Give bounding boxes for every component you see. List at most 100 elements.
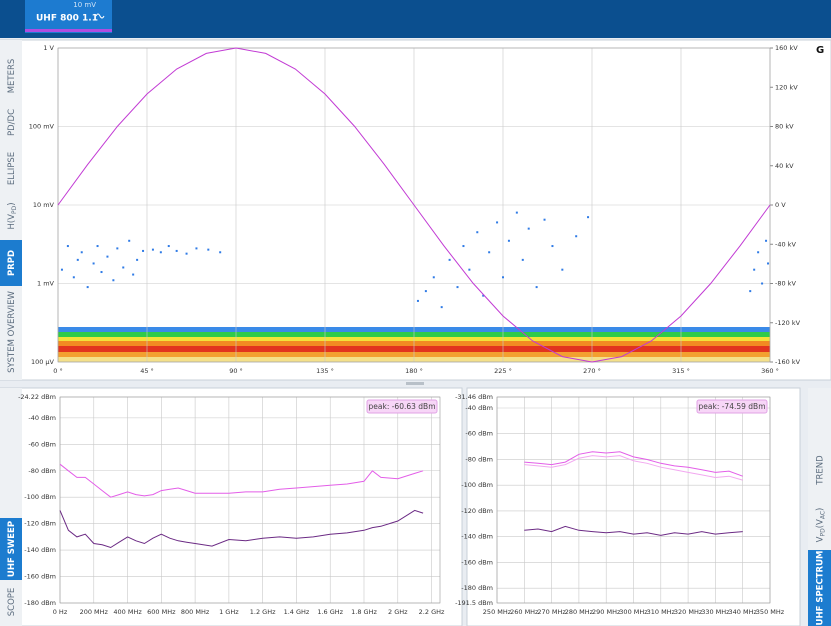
y2-tick-label: 0 V (775, 201, 786, 209)
x-tick-label: 315 ° (672, 367, 690, 375)
pd-point (116, 247, 119, 250)
pd-point (561, 268, 564, 271)
side-tab[interactable]: PD/DC (7, 109, 17, 136)
pd-point (468, 268, 471, 271)
side-tab[interactable]: SYSTEM OVERVIEW (7, 290, 17, 372)
x-tick-label: 360 ° (761, 367, 779, 375)
x-tick-label: 270 ° (583, 367, 601, 375)
pd-point (416, 299, 419, 302)
side-tab[interactable]: PRPD (7, 250, 17, 276)
y-tick-label: 1 mV (37, 280, 55, 288)
pd-point (515, 211, 518, 214)
x-tick-label: 0 ° (53, 367, 62, 375)
x-tick-label: 320 MHz (674, 608, 703, 616)
pd-point (587, 216, 590, 219)
x-tick-label: 45 ° (140, 367, 154, 375)
series-line (59, 509, 424, 549)
pd-point (96, 245, 99, 248)
tab-text: PRPD (7, 250, 17, 276)
tab-text: UHF SWEEP (7, 521, 17, 577)
plot-frame (59, 396, 441, 604)
y-tick-label: -140 dBm (461, 533, 493, 541)
pd-point (462, 245, 465, 248)
y-tick-label: -80 dBm (465, 455, 493, 463)
y-tick-label: -24.22 dBm (18, 393, 56, 401)
x-tick-label: 225 ° (494, 367, 512, 375)
y-tick-label: -180 dBm (461, 584, 493, 592)
x-tick-label: 1 GHz (219, 608, 239, 616)
y-tick-label: -80 dBm (28, 467, 56, 475)
series-line (524, 451, 743, 477)
tab-text: ) (815, 508, 825, 511)
lower-left-panel (0, 387, 463, 626)
y2-tick-label: 120 kV (775, 83, 798, 91)
tab-active-bg[interactable] (808, 550, 831, 626)
side-tab[interactable]: H(VPD) (7, 202, 19, 229)
pd-point (527, 227, 530, 230)
x-tick-label: 1.6 GHz (317, 608, 343, 616)
x-tick-label: 300 MHz (619, 608, 648, 616)
pd-point (488, 251, 491, 254)
pd-point (80, 251, 83, 254)
splitter-handle[interactable] (406, 382, 424, 385)
side-tab[interactable]: UHF SPECTRUM (815, 551, 825, 626)
top-bar (0, 0, 831, 38)
pd-point (142, 249, 145, 252)
pd-point (507, 239, 510, 242)
y-tick-label: -100 dBm (24, 493, 56, 501)
pd-point (551, 245, 554, 248)
tab-text: (V (815, 519, 825, 528)
side-tab[interactable]: VPD(VAC) (815, 508, 827, 543)
y-tick-label: -100 dBm (461, 481, 493, 489)
y2-tick-label: -80 kV (775, 280, 796, 288)
x-tick-label: 280 MHz (565, 608, 594, 616)
pd-point (195, 247, 198, 250)
pd-point (136, 258, 139, 261)
x-tick-label: 1.2 GHz (250, 608, 276, 616)
plot-frame (496, 396, 771, 604)
side-tab[interactable]: UHF SWEEP (7, 521, 17, 577)
pd-point (76, 258, 79, 261)
pd-point (543, 218, 546, 221)
side-tab[interactable]: METERS (7, 59, 17, 94)
x-tick-label: 2 GHz (388, 608, 408, 616)
y2-tick-label: -160 kV (775, 358, 801, 366)
pd-point (767, 262, 770, 265)
x-tick-label: 800 MHz (181, 608, 210, 616)
pd-point (106, 255, 109, 258)
x-tick-label: 600 MHz (147, 608, 176, 616)
tab-active-bg[interactable] (0, 518, 22, 580)
x-tick-label: 180 ° (405, 367, 423, 375)
peak-badge (696, 399, 768, 414)
x-tick-label: 310 MHz (647, 608, 676, 616)
pd-point (151, 248, 154, 251)
x-tick-label: 270 MHz (537, 608, 566, 616)
side-tab[interactable]: ELLIPSE (7, 152, 17, 185)
upper-tab-column (0, 40, 22, 380)
series-line (524, 455, 743, 481)
pd-point (219, 251, 222, 254)
pd-point (761, 282, 764, 285)
tab-text: ) (7, 202, 17, 205)
channel-tab[interactable] (25, 0, 112, 33)
side-tab[interactable]: TREND (815, 455, 825, 486)
y-tick-label: -140 dBm (24, 546, 56, 554)
tab-active-bg[interactable] (0, 240, 22, 286)
x-tick-label: 1.4 GHz (284, 608, 310, 616)
tab-text: SYSTEM OVERVIEW (7, 290, 17, 372)
x-tick-label: 1.8 GHz (351, 608, 377, 616)
side-tab[interactable]: SCOPE (7, 588, 17, 617)
pd-point (496, 221, 499, 224)
pd-point (175, 249, 178, 252)
y-tick-label: -31.46 dBm (455, 393, 493, 401)
y2-tick-label: 160 kV (775, 44, 798, 52)
pd-point (92, 262, 95, 265)
y-tick-label: 1 V (43, 44, 54, 52)
y2-tick-label: -40 kV (775, 240, 796, 248)
pd-point (476, 231, 479, 234)
pd-point (432, 276, 435, 279)
tab-text: TREND (815, 455, 825, 486)
tab-text: METERS (7, 59, 17, 94)
tab-text: SCOPE (7, 588, 17, 617)
